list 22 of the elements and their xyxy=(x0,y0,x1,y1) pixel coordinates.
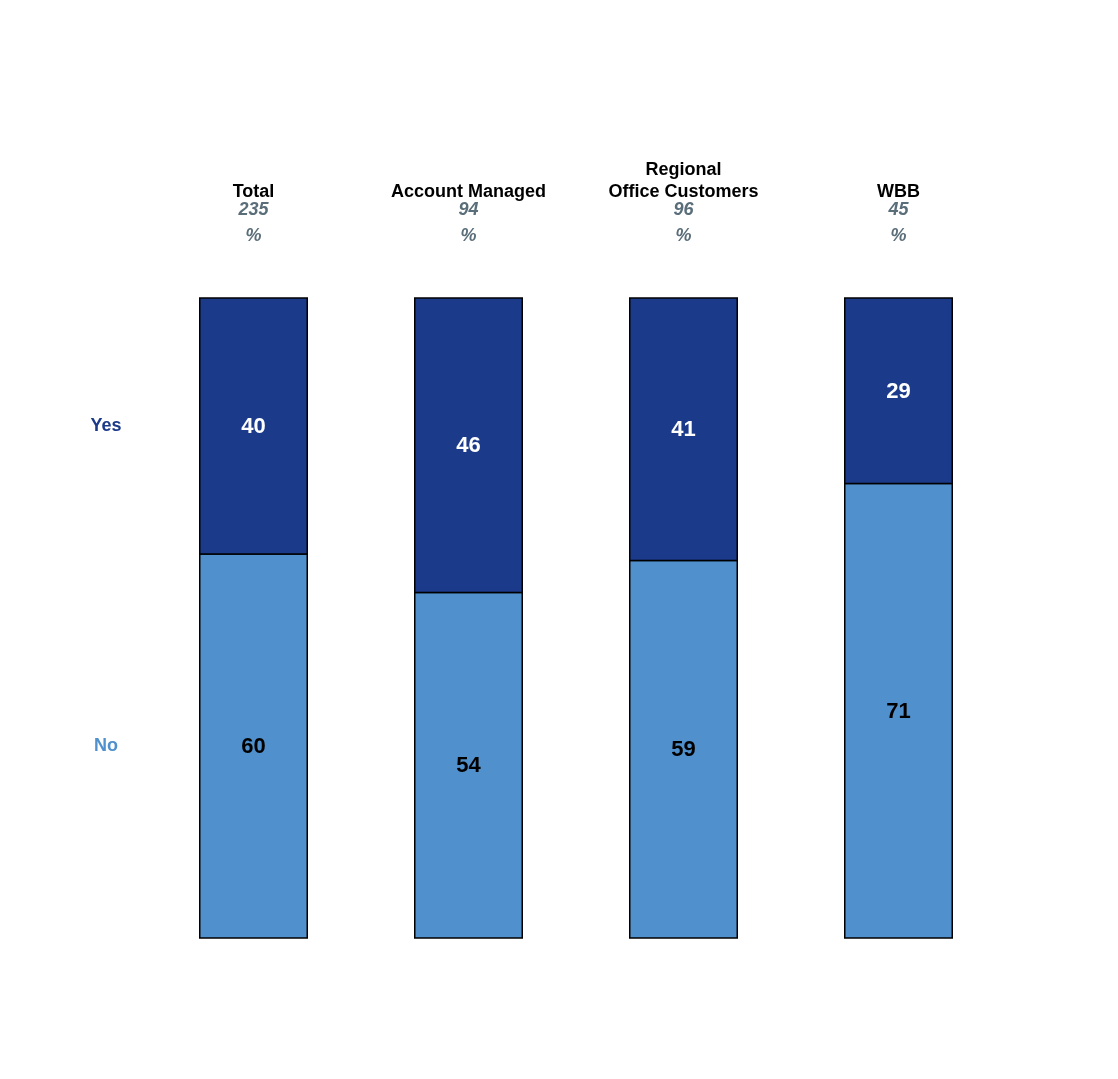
x-tick-label: Regional Office Customers xyxy=(608,158,759,201)
text: % xyxy=(245,225,262,245)
text: % xyxy=(675,225,692,245)
data-label: 54 xyxy=(456,752,482,778)
text: % xyxy=(890,225,907,245)
data-label: 59 xyxy=(671,736,696,762)
x-tick-label: Account Managed xyxy=(390,180,547,201)
data-label: 29 xyxy=(886,377,911,403)
data-label: 71 xyxy=(886,697,911,723)
x-tick-label: Total xyxy=(232,180,275,201)
data-label: 40 xyxy=(241,413,266,438)
data-label: 60 xyxy=(241,733,266,758)
x-tick-label: WBB xyxy=(877,180,920,201)
text: No xyxy=(94,735,118,755)
data-label: 46 xyxy=(456,432,481,458)
text: Yes xyxy=(90,415,122,435)
text: 94 xyxy=(458,199,479,219)
text: 96 xyxy=(673,199,695,219)
text: 45 xyxy=(887,199,910,219)
text: % xyxy=(460,225,477,245)
text: 235 xyxy=(237,199,270,219)
data-label: 41 xyxy=(671,416,696,442)
